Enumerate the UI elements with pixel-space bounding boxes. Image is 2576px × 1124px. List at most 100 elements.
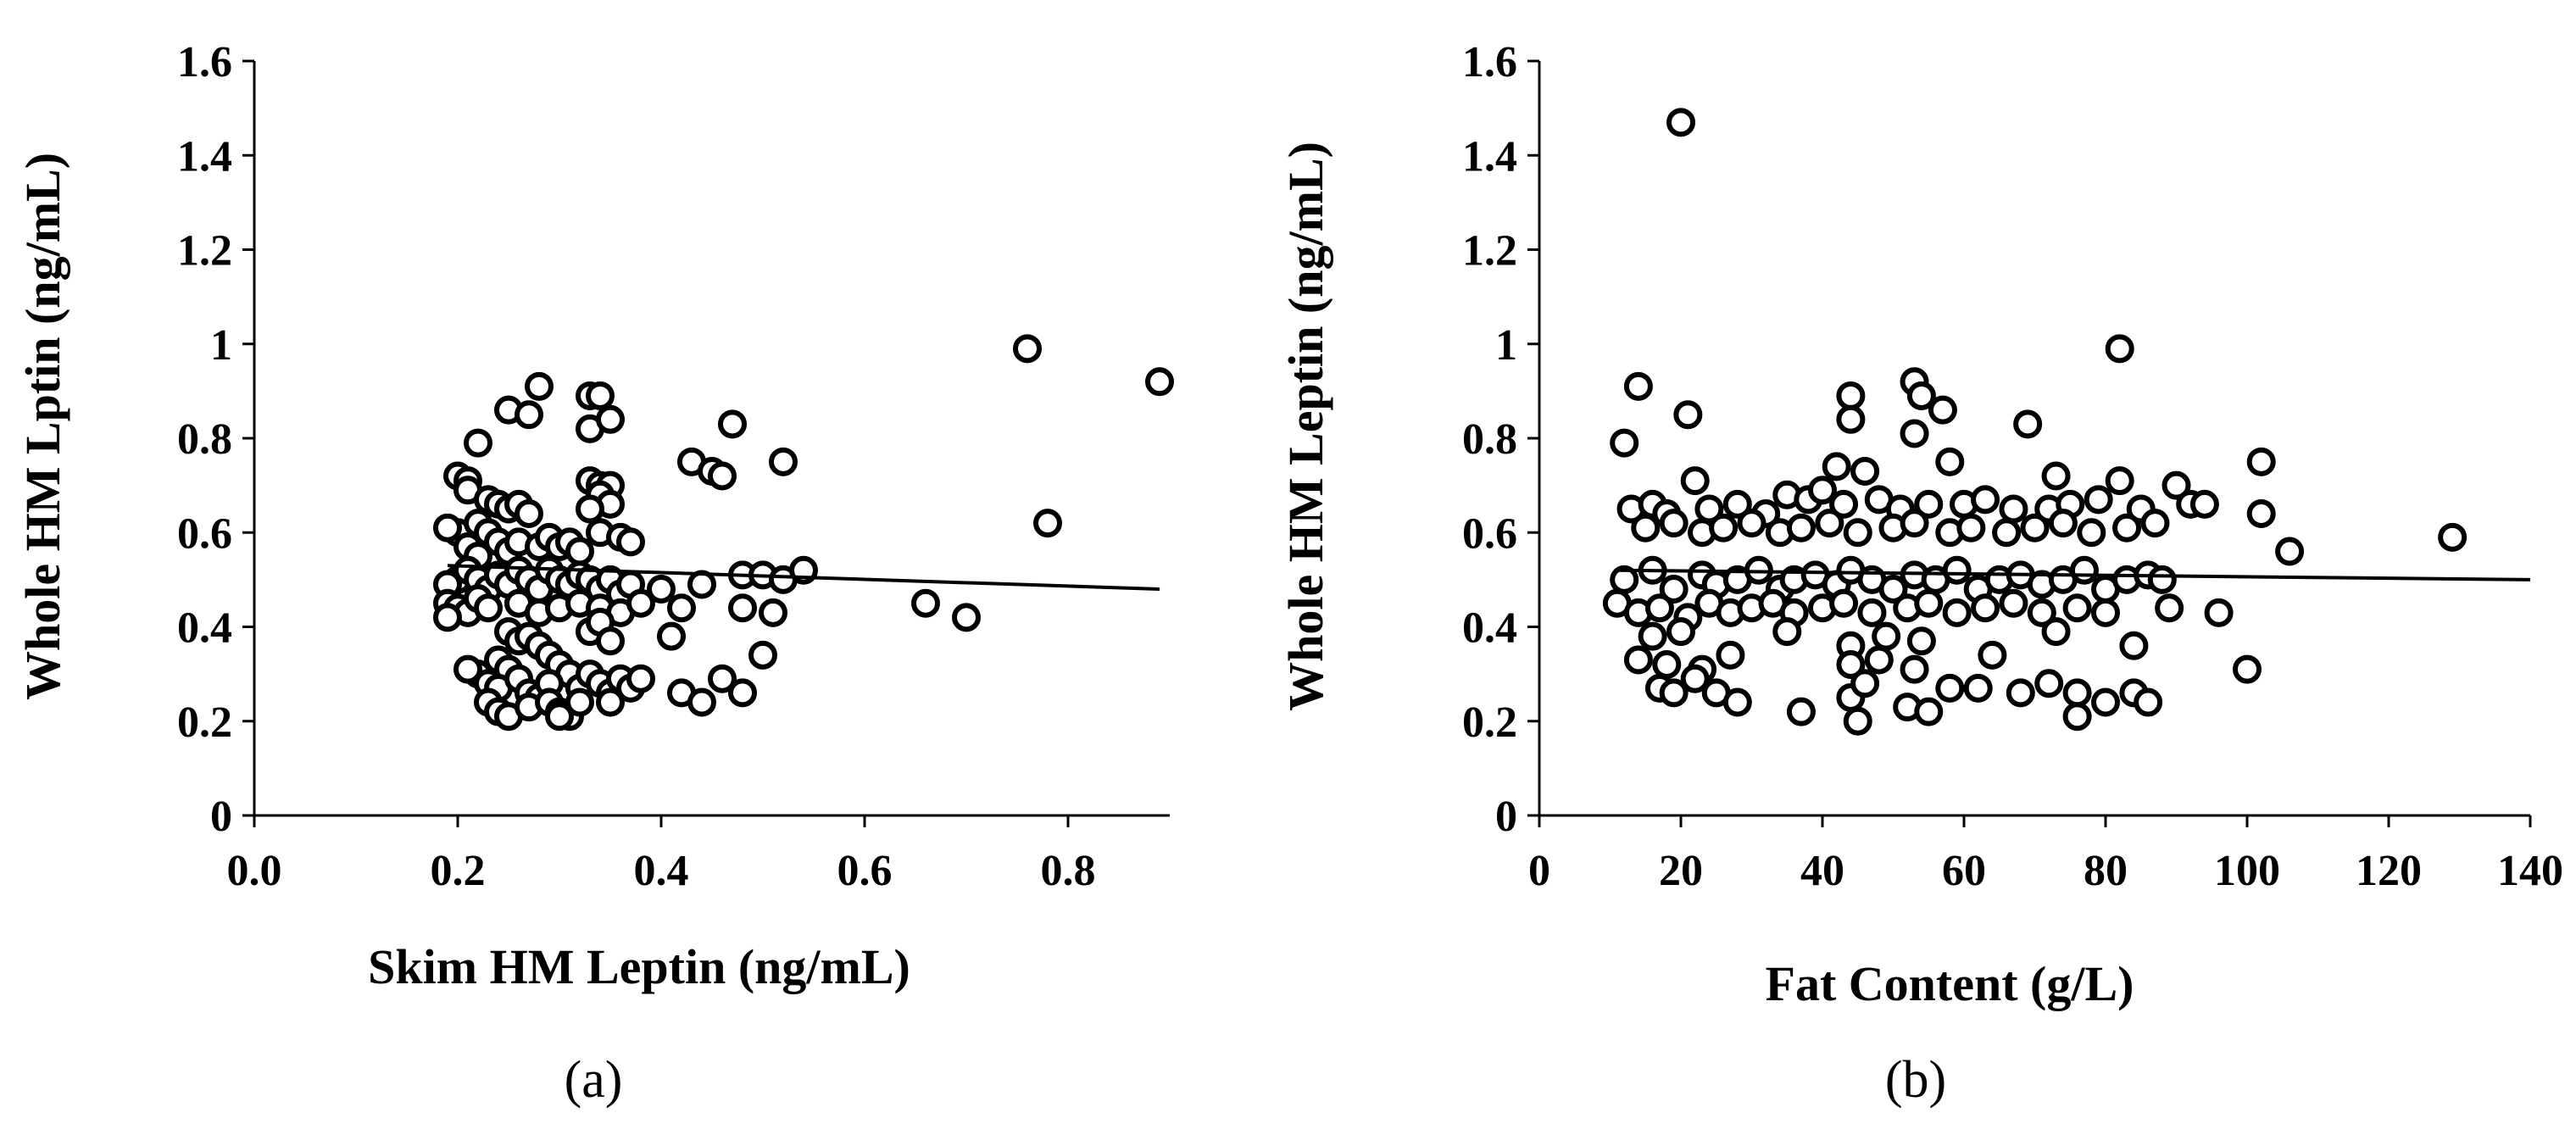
panel-a-data-point	[576, 494, 604, 524]
panel-b-data-point	[2233, 654, 2262, 684]
panel-b-data-point	[2105, 466, 2134, 496]
panel-a-x-ticks	[253, 815, 1070, 827]
panel-a-y-tick-label: 0.6	[177, 509, 232, 558]
panel-b-y-tick-label: 0.4	[1462, 604, 1517, 653]
panel-a-data-point	[515, 400, 543, 430]
panel-b-data-point	[1963, 673, 1993, 703]
panel-b-data-point	[1815, 509, 1844, 538]
panel-a-data-point	[667, 593, 696, 623]
panel-b-data-point	[2041, 461, 2071, 491]
panel-b-data-point	[1942, 598, 1972, 627]
panel-b-data-point	[1928, 395, 1957, 425]
panel-a-data-point	[515, 499, 543, 528]
panel-a-y-tick-label: 1.4	[177, 132, 232, 181]
panel-a-data-point	[586, 381, 615, 410]
panel-b-data-point	[2027, 598, 2056, 627]
panel-b-x-tick-label: 100	[2214, 847, 2280, 895]
panel-b-data-point	[1666, 108, 1695, 137]
panel-a-data-point	[464, 428, 492, 458]
panel-b-data-point	[1850, 669, 1880, 698]
panel-b-data-point	[1737, 509, 1766, 538]
panel-b-data-point	[1914, 489, 1944, 519]
panel-a-y-tick-label: 1.2	[177, 227, 232, 275]
panel-b-data-point	[1914, 588, 1944, 618]
panel-b-data-point	[1872, 621, 1901, 651]
panel-b-data-point	[1878, 575, 1908, 604]
panel-a-data-point	[687, 570, 716, 599]
panel-b-data-point	[2204, 598, 2234, 627]
panel-b-y-tick-label: 1.6	[1462, 38, 1517, 86]
panel-b-data-point	[1822, 452, 1851, 481]
panel-b-data-point	[1843, 706, 1872, 736]
panel-b-data-point	[1786, 697, 1816, 726]
panel-b-y-ticks	[1527, 59, 1539, 817]
panel-a-x-tick-label: 0.4	[634, 847, 689, 895]
panel-b-data-point	[1829, 489, 1859, 519]
panel-a-y-tick-labels: 0 0.2 0.4 0.6 0.8 1 1.2 1.4 1.6	[177, 38, 232, 841]
panel-b-data-point	[2062, 593, 2092, 623]
panel-b-y-tick-labels: 0 0.2 0.4 0.6 0.8 1 1.2 1.4 1.6	[1462, 38, 1517, 841]
panel-b-data-point	[1942, 555, 1972, 585]
panel-b-data-point	[1716, 640, 1745, 670]
panel-a-data-point	[708, 664, 737, 693]
panel-a-data-point	[647, 575, 676, 604]
panel-b-data-point	[2189, 489, 2219, 519]
panel-b-data-point	[2020, 513, 2050, 543]
panel-a-scatter-plot: 00.20.40.60.811.21.41.6 0.0 0.2 0.4 0.6 0.8 …	[15, 38, 1174, 1109]
panel-a-data-point	[687, 687, 716, 717]
panel-b-data-point	[1659, 509, 1689, 538]
panel-b-data-point	[2084, 485, 2113, 515]
panel-b-data-point	[1971, 593, 2000, 623]
panel-b-data-point	[2105, 334, 2134, 364]
panel-a-data-point	[545, 702, 574, 732]
panel-b-y-tick-label: 1.2	[1462, 227, 1517, 275]
panel-a-x-tick-label: 0.2	[431, 847, 486, 895]
panel-a-x-axis-title: Skim HM Leptin (ng/mL)	[368, 939, 910, 994]
panel-a-data-point	[596, 626, 625, 656]
panel-b-data-point	[1610, 428, 1639, 458]
panel-a-data-point	[596, 404, 625, 434]
panel-b-x-tick-label: 20	[1659, 847, 1703, 895]
panel-b-data-point	[1722, 687, 1752, 717]
panel-b-data-point	[2275, 537, 2305, 566]
panel-b-data-point	[1623, 371, 1653, 401]
panel-b-data-point	[1836, 650, 1866, 679]
panel-a-data-point	[911, 588, 940, 618]
panel-a-trendline	[447, 564, 1160, 591]
panel-a-data-point	[626, 588, 655, 618]
panel-a-data-point	[1033, 509, 1062, 538]
panel-b-data-point	[1808, 476, 1837, 505]
panel-b-x-tick-label: 0	[1528, 847, 1550, 895]
panel-a-points	[433, 334, 1174, 732]
panel-b-x-tick-label: 80	[2084, 847, 2128, 895]
panel-b-data-point	[1638, 621, 1667, 651]
panel-b-data-point	[1786, 513, 1816, 543]
panel-b-data-point	[2048, 509, 2078, 538]
panel-b-data-point	[1673, 400, 1703, 430]
panel-b-trendline	[1616, 568, 2531, 581]
panel-b-data-point	[1659, 678, 1689, 708]
panel-b-data-point	[1906, 626, 1936, 656]
panel-a-data-point	[596, 687, 625, 717]
panel-a-data-point	[565, 537, 594, 566]
panel-b-y-tick-label: 0.2	[1462, 698, 1517, 747]
panel-a-data-point	[453, 654, 482, 684]
panel-b-data-point	[1978, 640, 2007, 670]
panel-b-points	[1602, 108, 2468, 736]
panel-b-y-tick-label: 0.6	[1462, 509, 1517, 558]
panel-a-data-point	[769, 447, 798, 476]
panel-a-x-tick-label: 0.8	[1041, 847, 1096, 895]
panel-b-data-point	[1644, 593, 1674, 623]
panel-b-data-point	[1680, 466, 1710, 496]
panel-a-y-tick-label: 0.4	[177, 604, 232, 653]
panel-b-data-point	[2147, 565, 2177, 594]
panel-a-y-axis-title: Whole HM Lptin (ng/mL)	[15, 153, 70, 700]
panel-a-data-point	[952, 603, 981, 632]
panel-a-data-point	[657, 621, 686, 651]
panel-b-data-point	[1971, 485, 2000, 515]
panel-a-data-point	[474, 593, 503, 623]
panel-b-data-point	[1836, 381, 1866, 410]
panel-b-data-point	[1900, 509, 1929, 538]
panel-b-data-point	[1864, 645, 1894, 675]
